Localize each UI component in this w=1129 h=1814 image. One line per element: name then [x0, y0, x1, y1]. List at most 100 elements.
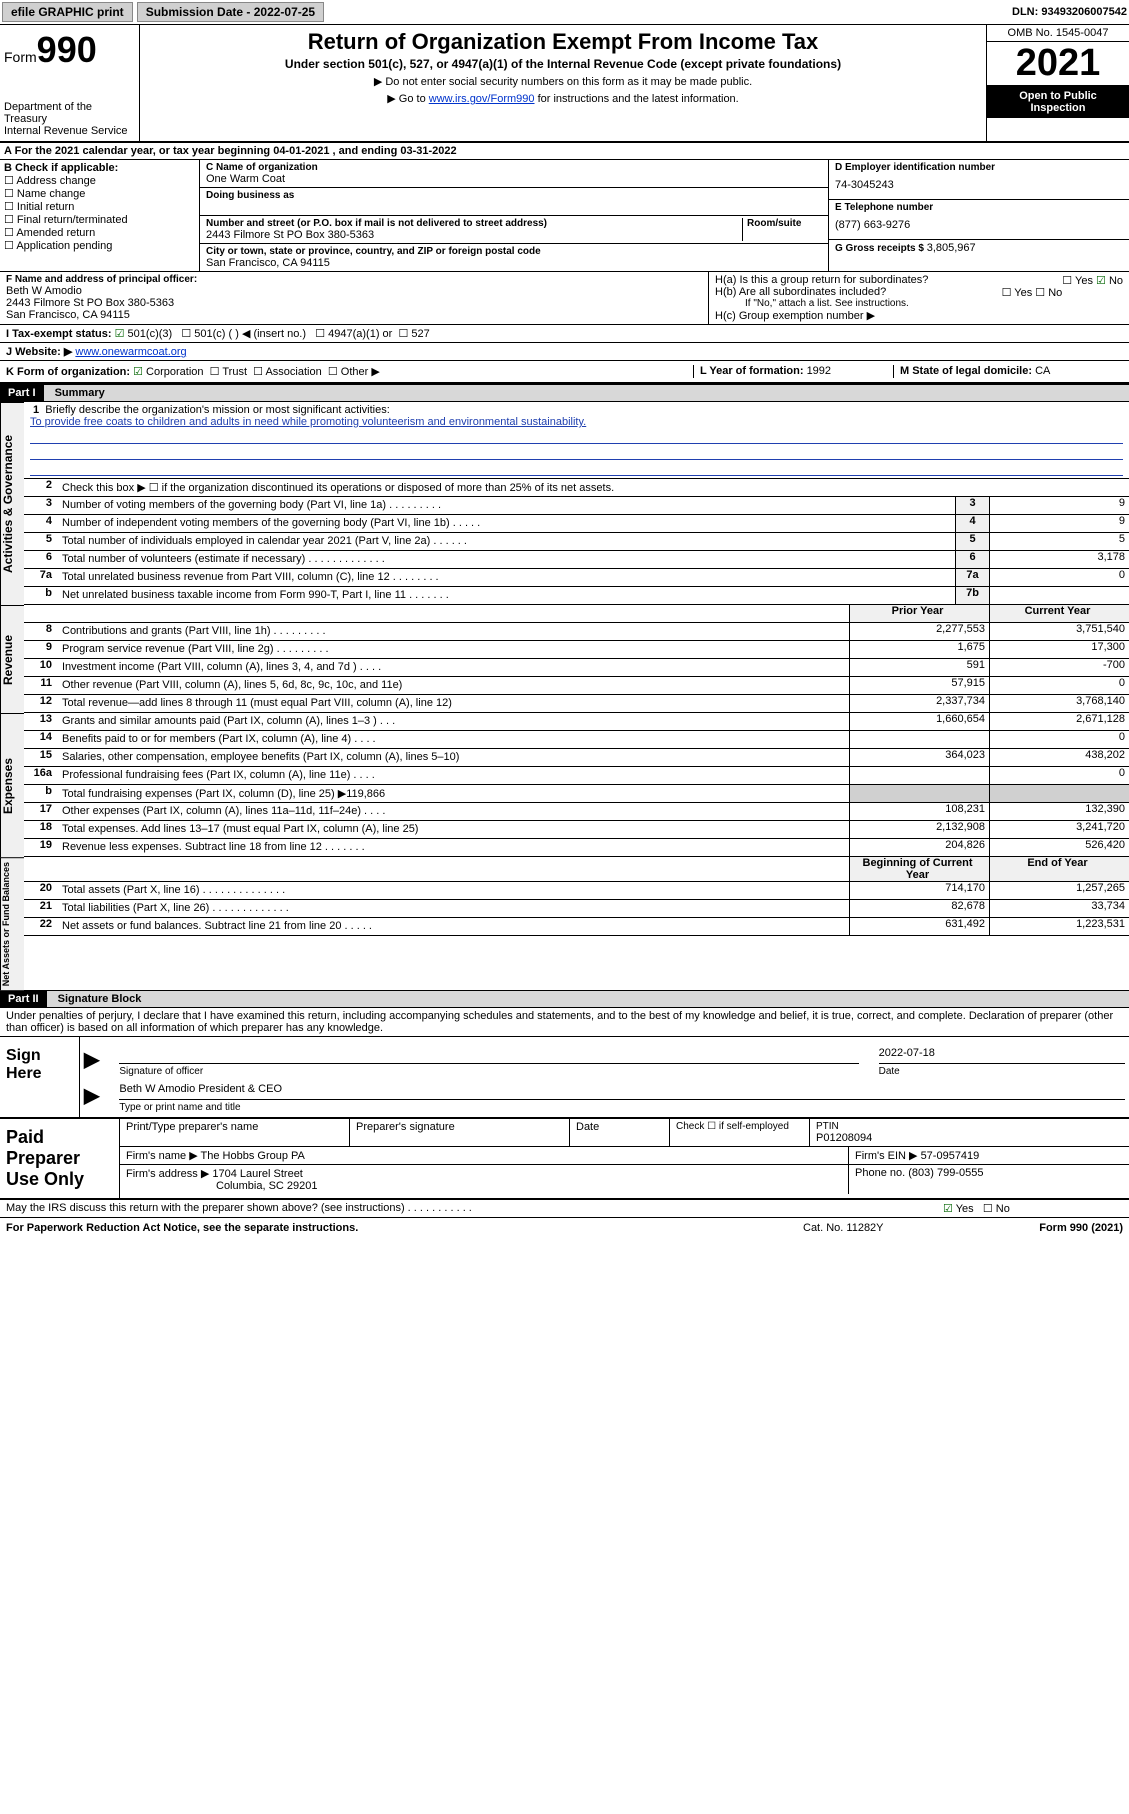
vtab-expenses: Expenses	[0, 713, 24, 857]
row-curr: 0	[989, 731, 1129, 748]
row-curr: 132,390	[989, 803, 1129, 820]
chk-final-return[interactable]: Final return/terminated	[4, 213, 195, 226]
note2-suffix: for instructions and the latest informat…	[535, 93, 739, 105]
ha-no[interactable]: No	[1096, 275, 1123, 287]
chk-pending[interactable]: Application pending	[4, 239, 195, 252]
ha-yes[interactable]: Yes	[1062, 275, 1096, 287]
dln-value: 93493206007542	[1041, 6, 1127, 18]
row-val: 0	[989, 569, 1129, 586]
gross-block: G Gross receipts $ 3,805,967	[829, 240, 1129, 256]
part2-bar: Part II Signature Block	[0, 990, 1129, 1008]
row-txt: Total unrelated business revenue from Pa…	[58, 569, 955, 586]
chk-501c[interactable]: 501(c) ( ) ◀ (insert no.)	[181, 328, 306, 340]
row-boxnum: 3	[955, 497, 989, 514]
row-boxnum: 6	[955, 551, 989, 568]
row-num: 7a	[24, 569, 58, 586]
submission-date-button[interactable]: Submission Date - 2022-07-25	[137, 2, 324, 22]
irs-link[interactable]: www.irs.gov/Form990	[429, 93, 535, 105]
chk-other[interactable]: Other ▶	[328, 366, 380, 378]
row-num: 15	[24, 749, 58, 766]
f-addr2: San Francisco, CA 94115	[6, 309, 702, 321]
chk-527[interactable]: 527	[398, 328, 429, 340]
form-number: Form990	[4, 29, 135, 71]
activities-body: 1 Briefly describe the organization's mi…	[24, 402, 1129, 605]
tax-year: 2021	[987, 42, 1129, 86]
summary-row: 8 Contributions and grants (Part VIII, l…	[24, 623, 1129, 641]
row-txt: Program service revenue (Part VIII, line…	[58, 641, 849, 658]
phone-block: E Telephone number (877) 663-9276	[829, 200, 1129, 240]
k-label: K Form of organization:	[6, 366, 130, 378]
footer-left: For Paperwork Reduction Act Notice, see …	[6, 1222, 803, 1234]
row-txt: Other expenses (Part IX, column (A), lin…	[58, 803, 849, 820]
chk-corp[interactable]: Corporation	[133, 366, 203, 378]
self-emp-chk[interactable]: Check ☐ if self-employed	[670, 1119, 810, 1146]
dln-label: DLN:	[1012, 6, 1041, 18]
form-subtitle: Under section 501(c), 527, or 4947(a)(1)…	[150, 57, 976, 71]
prep-date-hdr: Date	[570, 1119, 670, 1146]
row-txt: Total number of volunteers (estimate if …	[58, 551, 955, 568]
row-txt: Professional fundraising fees (Part IX, …	[58, 767, 849, 784]
prep-name-hdr: Print/Type preparer's name	[120, 1119, 350, 1146]
row-txt: Number of independent voting members of …	[58, 515, 955, 532]
blank	[58, 857, 849, 881]
irs-label: Internal Revenue Service	[4, 125, 135, 137]
header-right: OMB No. 1545-0047 2021 Open to Public In…	[987, 25, 1129, 141]
hb-row: H(b) Are all subordinates included? Yes …	[715, 286, 1123, 298]
efile-button[interactable]: efile GRAPHIC print	[2, 2, 133, 22]
summary-row: 19 Revenue less expenses. Subtract line …	[24, 839, 1129, 857]
netassets-section: Net Assets or Fund Balances Beginning of…	[0, 857, 1129, 990]
row-curr: -700	[989, 659, 1129, 676]
txt-2: Check this box ▶ ☐ if the organization d…	[58, 479, 1129, 496]
discuss-no[interactable]: No	[983, 1203, 1010, 1215]
revenue-body: Prior Year Current Year 8 Contributions …	[24, 605, 1129, 713]
ha-label: H(a) Is this a group return for subordin…	[715, 274, 928, 286]
mission-block: 1 Briefly describe the organization's mi…	[24, 402, 1129, 479]
website-link[interactable]: www.onewarmcoat.org	[75, 346, 186, 358]
room-label: Room/suite	[747, 218, 822, 229]
curr-year-hdr: Current Year	[989, 605, 1129, 622]
row-prior: 591	[849, 659, 989, 676]
summary-row: 3 Number of voting members of the govern…	[24, 497, 1129, 515]
ein-block: D Employer identification number 74-3045…	[829, 160, 1129, 200]
row-txt: Total expenses. Add lines 13–17 (must eq…	[58, 821, 849, 838]
row-curr: 3,751,540	[989, 623, 1129, 640]
chk-initial-return[interactable]: Initial return	[4, 200, 195, 213]
chk-address-change[interactable]: Address change	[4, 174, 195, 187]
line-a-text: For the 2021 calendar year, or tax year …	[15, 145, 457, 157]
row-boxnum: 4	[955, 515, 989, 532]
chk-501c3[interactable]: 501(c)(3)	[115, 328, 173, 340]
row-prior: 82,678	[849, 900, 989, 917]
paid-row-3: Firm's address ▶ 1704 Laurel Street Colu…	[120, 1165, 1129, 1194]
k-left: K Form of organization: Corporation Trus…	[6, 365, 693, 378]
chk-trust[interactable]: Trust	[210, 366, 247, 378]
row-num: 10	[24, 659, 58, 676]
footer-right: Form 990 (2021)	[963, 1222, 1123, 1234]
row-txt: Total revenue—add lines 8 through 11 (mu…	[58, 695, 849, 712]
form-prefix: Form	[4, 49, 37, 65]
firm-addr-label: Firm's address ▶	[126, 1168, 212, 1180]
phone-value: (877) 663-9276	[835, 213, 1123, 237]
row-txt: Investment income (Part VIII, column (A)…	[58, 659, 849, 676]
year-value: 1992	[807, 365, 831, 377]
header-left: Form990 Department of the Treasury Inter…	[0, 25, 140, 141]
firm-label: Firm's name ▶	[126, 1150, 201, 1162]
hb-no[interactable]: No	[1035, 287, 1062, 299]
page-footer: For Paperwork Reduction Act Notice, see …	[0, 1218, 1129, 1238]
part1-hdr: Part I	[0, 385, 44, 401]
col-c: C Name of organization One Warm Coat Doi…	[200, 160, 829, 271]
hb-yes[interactable]: Yes	[1002, 287, 1036, 299]
row-prior	[849, 785, 989, 802]
row-boxnum: 7a	[955, 569, 989, 586]
row-num: 18	[24, 821, 58, 838]
row-prior	[849, 731, 989, 748]
summary-row: 4 Number of independent voting members o…	[24, 515, 1129, 533]
chk-4947[interactable]: 4947(a)(1) or	[315, 328, 392, 340]
firm-addr-block: Firm's address ▶ 1704 Laurel Street Colu…	[120, 1165, 849, 1194]
discuss-yes[interactable]: Yes	[943, 1203, 974, 1215]
chk-assoc[interactable]: Association	[253, 366, 322, 378]
chk-amended[interactable]: Amended return	[4, 226, 195, 239]
prep-sig-hdr: Preparer's signature	[350, 1119, 570, 1146]
firm-phone-block: Phone no. (803) 799-0555	[849, 1165, 1129, 1194]
expenses-section: Expenses 13 Grants and similar amounts p…	[0, 713, 1129, 857]
chk-name-change[interactable]: Name change	[4, 187, 195, 200]
